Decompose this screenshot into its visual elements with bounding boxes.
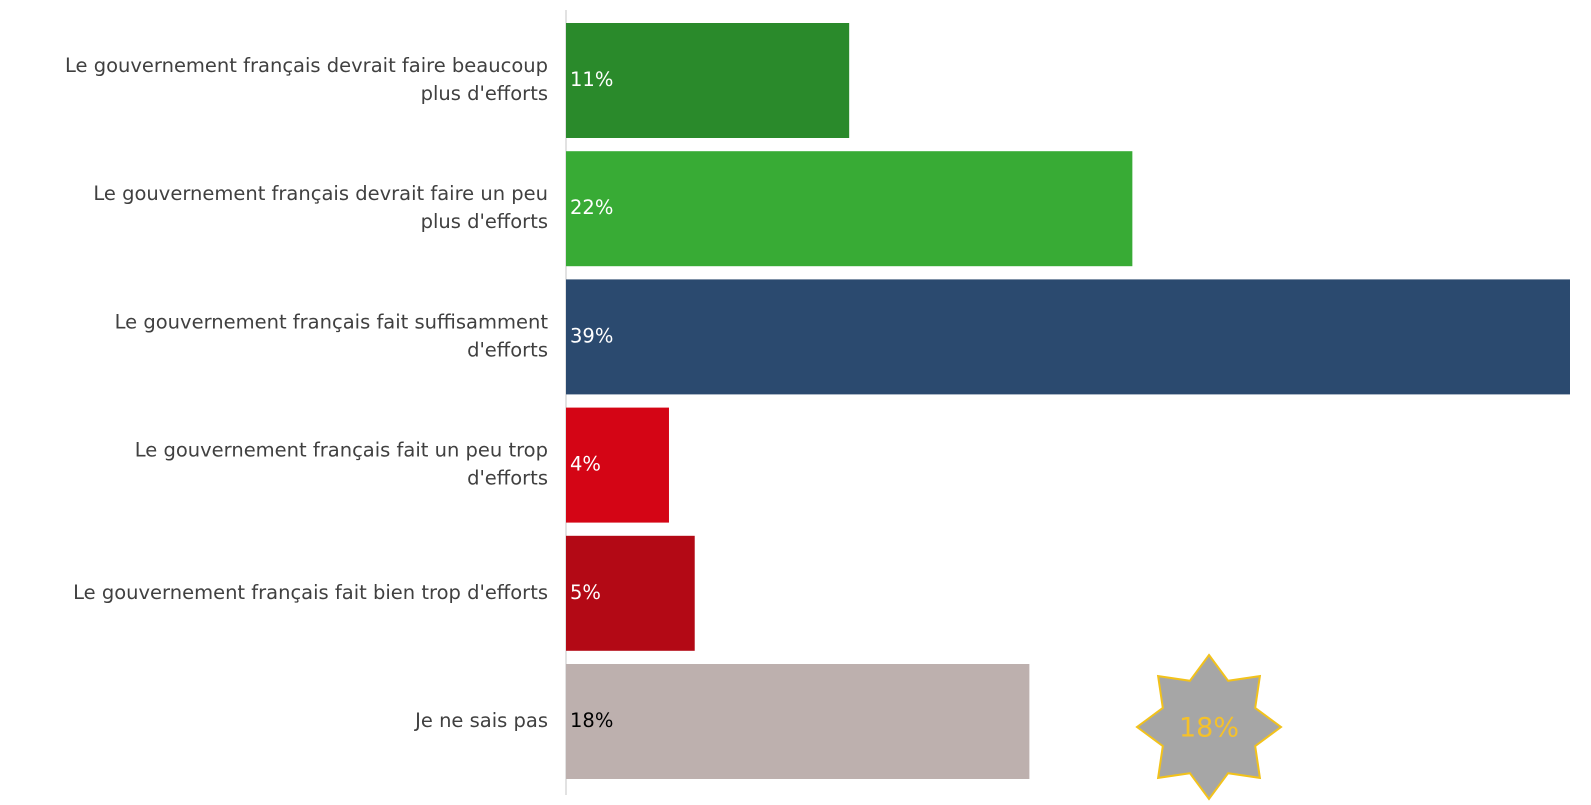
dont-know-star-badge: 18% — [1135, 653, 1283, 801]
bar-6 — [566, 664, 1030, 779]
category-label-3: Le gouvernement français fait suffisamme… — [115, 310, 549, 361]
value-label-1: 11% — [570, 68, 613, 91]
bar-1 — [566, 23, 850, 138]
category-labels-group: Le gouvernement français devrait faire b… — [65, 54, 548, 732]
category-label-5: Le gouvernement français fait bien trop … — [73, 581, 548, 604]
bars-group — [566, 23, 1570, 779]
category-label-2: Le gouvernement français devrait faire u… — [93, 182, 548, 233]
category-label-6: Je ne sais pas — [413, 709, 548, 732]
star-badge-label: 18% — [1179, 713, 1239, 744]
value-label-4: 4% — [570, 453, 601, 476]
value-label-5: 5% — [570, 581, 601, 604]
value-labels-group: 11% 22% 39% 4% 5% 18% — [570, 68, 613, 732]
category-label-4: Le gouvernement français fait un peu tro… — [135, 439, 548, 490]
value-label-6: 18% — [570, 709, 613, 732]
value-label-3: 39% — [570, 324, 613, 347]
bar-3 — [566, 279, 1570, 395]
bar-4 — [566, 407, 669, 523]
star-badge-shape — [1135, 653, 1283, 801]
value-label-2: 22% — [570, 196, 613, 219]
category-label-1: Le gouvernement français devrait faire b… — [65, 54, 548, 105]
bar-2 — [566, 151, 1133, 267]
bar-5 — [566, 535, 695, 651]
